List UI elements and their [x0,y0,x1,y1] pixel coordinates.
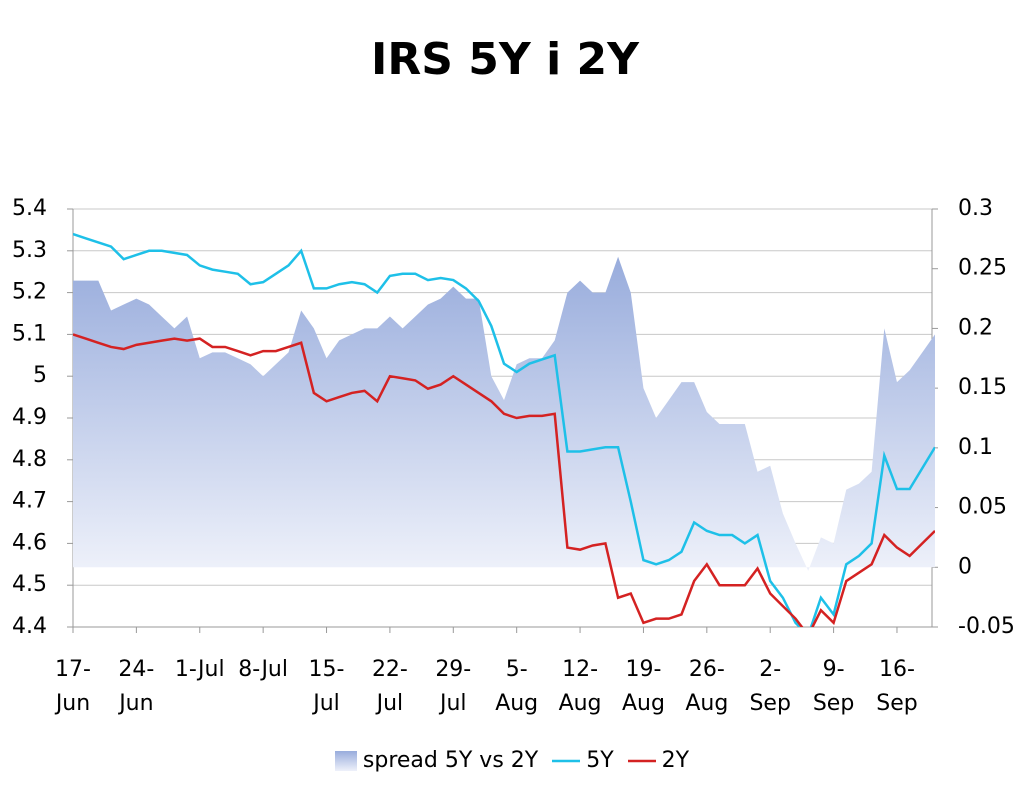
y2-tick-label: -0.05 [958,614,1015,639]
y-tick-label: 4.6 [12,530,47,555]
legend-swatch-rect [334,750,357,771]
y2-tick-label: 0 [958,554,972,579]
legend: spread 5Y vs 2Y 5Y 2Y [0,748,1024,773]
y2-tick-label: 0.3 [958,196,993,221]
x-tick-label: 15-Jul [308,657,345,716]
y-tick-label: 5.2 [12,280,47,305]
chart-title: IRS 5Y i 2Y [371,34,640,85]
series-line [73,333,935,627]
x-tick-label: 29-Jul [435,657,472,716]
y-tick-label: 4.9 [12,405,47,430]
y2-tick-label: 0.15 [958,375,1007,400]
legend-swatch [627,759,656,762]
y-tick-label: 4.8 [12,447,47,472]
legend-swatch [552,759,581,762]
x-tick-label: 17-Jun [55,657,91,716]
legend-label: 5Y [586,748,614,773]
x-tick-label: 26-Aug [685,657,729,716]
y2-tick-label: 0.1 [958,435,993,460]
x-tick-label: 1-Jul [174,657,225,682]
plot-area [73,232,935,627]
legend-label: spread 5Y vs 2Y [362,748,539,773]
y-tick-label: 4.7 [12,489,47,514]
y-tick-label: 4.4 [12,614,47,639]
y2-tick-label: 0.2 [958,315,993,340]
x-tick-label: 19-Aug [621,657,665,716]
legend-item: 2Y [627,748,690,773]
legend-swatch [334,750,357,771]
x-tick-label: 2-Sep [749,657,791,716]
x-tick-label: 9-Sep [812,657,855,716]
x-tick-label: 8-Jul [238,657,288,682]
x-tick-label: 12-Aug [558,657,602,716]
x-tick-label: 5-Aug [495,657,539,716]
x-tick-label: 24-Jun [118,657,155,716]
y-tick-label: 5 [33,363,47,388]
y2-tick-label: 0.05 [958,495,1007,520]
y-tick-label: 5.3 [12,238,47,263]
x-tick-label: 22-Jul [371,657,408,716]
legend-item: 5Y [552,748,614,773]
y-tick-label: 5.4 [12,196,47,221]
y-tick-label: 5.1 [12,321,47,346]
legend-label: 2Y [661,748,690,773]
x-tick-label: 16-Sep [876,657,918,716]
legend-item: spread 5Y vs 2Y [334,748,539,773]
y2-tick-label: 0.25 [958,256,1007,281]
y-tick-label: 4.5 [12,572,47,597]
